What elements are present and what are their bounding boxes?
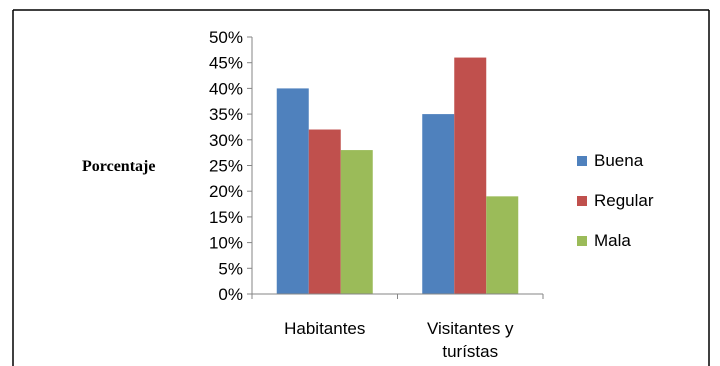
y-tick-label: 10% bbox=[209, 234, 243, 253]
x-category-label: Habitantes bbox=[284, 319, 365, 338]
y-axis-label: Porcentaje bbox=[82, 158, 155, 175]
y-tick-label: 25% bbox=[209, 157, 243, 176]
bar-regular-2 bbox=[454, 57, 487, 295]
legend-label-regular: Regular bbox=[594, 191, 654, 210]
y-tick-label: 0% bbox=[218, 285, 243, 304]
y-tick-label: 35% bbox=[209, 105, 243, 124]
y-tick-label: 30% bbox=[209, 131, 243, 150]
category-labels: Habitantes Visitantes y turístas bbox=[284, 319, 514, 361]
x-category-label: Visitantes y bbox=[427, 319, 514, 338]
bar-regular-1 bbox=[308, 129, 341, 294]
legend-label-buena: Buena bbox=[594, 151, 644, 170]
y-axis-tick-labels: 0% 5% 10% 15% 20% 25% 30% 35% 40% 45% 50% bbox=[209, 28, 243, 304]
bar-buena-2 bbox=[422, 114, 455, 294]
y-tick-label: 20% bbox=[209, 182, 243, 201]
legend-label-mala: Mala bbox=[594, 231, 631, 250]
bar-mala-2 bbox=[486, 196, 519, 294]
x-category-label: turístas bbox=[442, 342, 498, 361]
bar-buena-1 bbox=[276, 88, 309, 295]
bars bbox=[276, 57, 519, 295]
axes bbox=[247, 36, 544, 299]
legend-swatch-regular bbox=[577, 196, 587, 206]
y-tick-label: 40% bbox=[209, 79, 243, 98]
y-tick-label: 5% bbox=[218, 259, 243, 278]
y-tick-label: 15% bbox=[209, 208, 243, 227]
legend-swatch-mala bbox=[577, 236, 587, 246]
y-tick-label: 45% bbox=[209, 54, 243, 73]
bar-mala-1 bbox=[340, 150, 373, 294]
legend: Buena Regular Mala bbox=[577, 151, 654, 250]
y-tick-label: 50% bbox=[209, 28, 243, 47]
legend-swatch-buena bbox=[577, 156, 587, 166]
